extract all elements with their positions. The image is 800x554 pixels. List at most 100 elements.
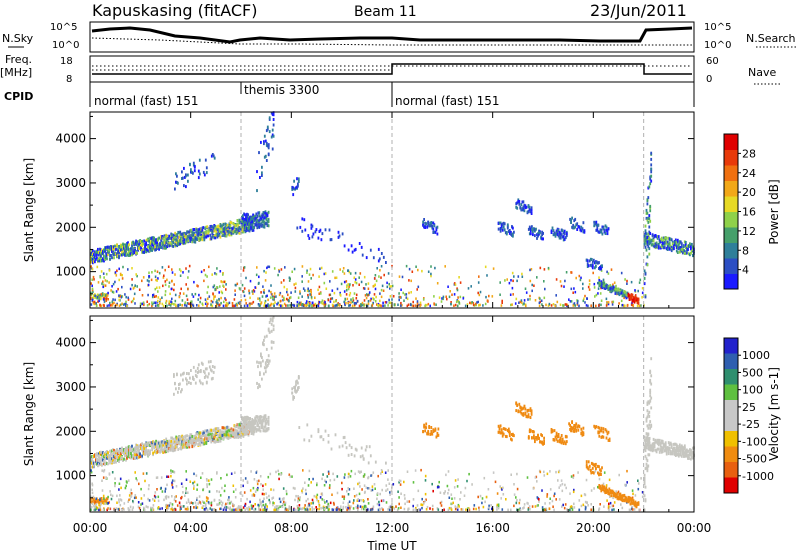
data-cell	[130, 455, 132, 459]
data-cell	[353, 454, 356, 458]
data-cell	[389, 285, 391, 288]
data-cell	[175, 234, 178, 238]
data-cell	[597, 281, 599, 285]
data-cell	[377, 259, 380, 263]
data-cell	[346, 297, 349, 301]
data-cell	[184, 435, 187, 439]
data-cell	[226, 227, 229, 231]
data-cell	[277, 301, 279, 305]
data-cell	[268, 130, 271, 134]
data-cell	[498, 221, 501, 225]
data-cell	[506, 278, 508, 281]
data-cell	[248, 216, 250, 220]
data-cell	[447, 285, 449, 288]
data-cell	[609, 501, 612, 505]
data-cell	[288, 279, 291, 282]
data-cell	[623, 296, 625, 300]
data-cell	[499, 221, 502, 225]
data-cell	[639, 278, 642, 282]
data-cell	[217, 436, 220, 440]
data-cell	[216, 437, 219, 441]
data-cell	[355, 506, 358, 509]
data-cell	[637, 487, 640, 491]
data-cell	[283, 302, 286, 306]
data-cell	[382, 304, 384, 307]
data-cell	[90, 255, 92, 259]
data-cell	[178, 386, 180, 390]
data-cell	[211, 273, 213, 276]
data-cell	[322, 438, 325, 442]
data-cell	[246, 417, 248, 421]
data-cell	[202, 369, 205, 373]
data-cell	[131, 241, 133, 245]
data-cell	[598, 477, 601, 481]
data-cell	[607, 227, 610, 231]
data-cell	[111, 250, 113, 253]
data-cell	[172, 449, 175, 453]
data-cell	[559, 303, 562, 306]
data-cell	[360, 446, 363, 450]
data-cell	[195, 436, 198, 440]
data-cell	[151, 444, 153, 448]
data-cell	[548, 507, 551, 510]
data-cell	[207, 497, 209, 500]
data-cell	[103, 461, 105, 465]
data-cell	[511, 233, 513, 237]
data-cell	[224, 484, 226, 487]
data-cell	[223, 280, 225, 284]
data-cell	[229, 435, 232, 439]
data-cell	[513, 504, 515, 508]
data-cell	[268, 117, 271, 121]
data-cell	[572, 226, 575, 230]
data-cell	[250, 504, 253, 507]
data-cell	[430, 274, 432, 278]
data-cell	[280, 473, 282, 476]
nave-tick-top: 60	[706, 56, 719, 67]
data-cell	[145, 442, 147, 446]
data-cell	[134, 456, 136, 460]
data-cell	[367, 302, 370, 306]
data-cell	[237, 435, 240, 439]
data-cell	[127, 450, 129, 454]
data-cell	[117, 254, 119, 258]
data-cell	[147, 487, 150, 491]
data-cell	[264, 419, 267, 423]
data-cell	[321, 477, 323, 481]
data-cell	[107, 249, 109, 253]
data-cell	[102, 285, 104, 289]
data-cell	[298, 304, 300, 307]
data-cell	[311, 304, 313, 308]
data-cell	[324, 302, 326, 306]
data-cell	[97, 251, 99, 255]
data-cell	[214, 236, 217, 240]
data-cell	[342, 267, 345, 270]
data-cell	[100, 293, 103, 296]
data-cell	[141, 442, 143, 446]
data-cell	[546, 495, 548, 498]
data-cell	[207, 234, 210, 238]
data-cell	[311, 235, 314, 239]
data-cell	[127, 455, 129, 459]
data-cell	[320, 301, 322, 304]
data-cell	[206, 225, 209, 229]
data-cell	[94, 295, 97, 299]
data-cell	[140, 443, 142, 447]
data-cell	[135, 251, 137, 255]
data-cell	[114, 251, 116, 255]
data-cell	[153, 443, 155, 447]
data-cell	[178, 438, 181, 442]
data-cell	[181, 440, 184, 444]
data-cell	[221, 280, 224, 284]
data-cell	[188, 436, 191, 440]
data-cell	[117, 452, 119, 456]
data-cell	[226, 229, 229, 233]
data-cell	[618, 473, 620, 477]
data-cell	[203, 376, 206, 379]
data-cell	[158, 441, 160, 445]
data-cell	[417, 285, 420, 289]
data-cell	[264, 214, 267, 218]
data-cell	[606, 229, 609, 233]
data-cell	[261, 419, 264, 422]
data-cell	[424, 221, 426, 225]
data-cell	[275, 505, 278, 508]
